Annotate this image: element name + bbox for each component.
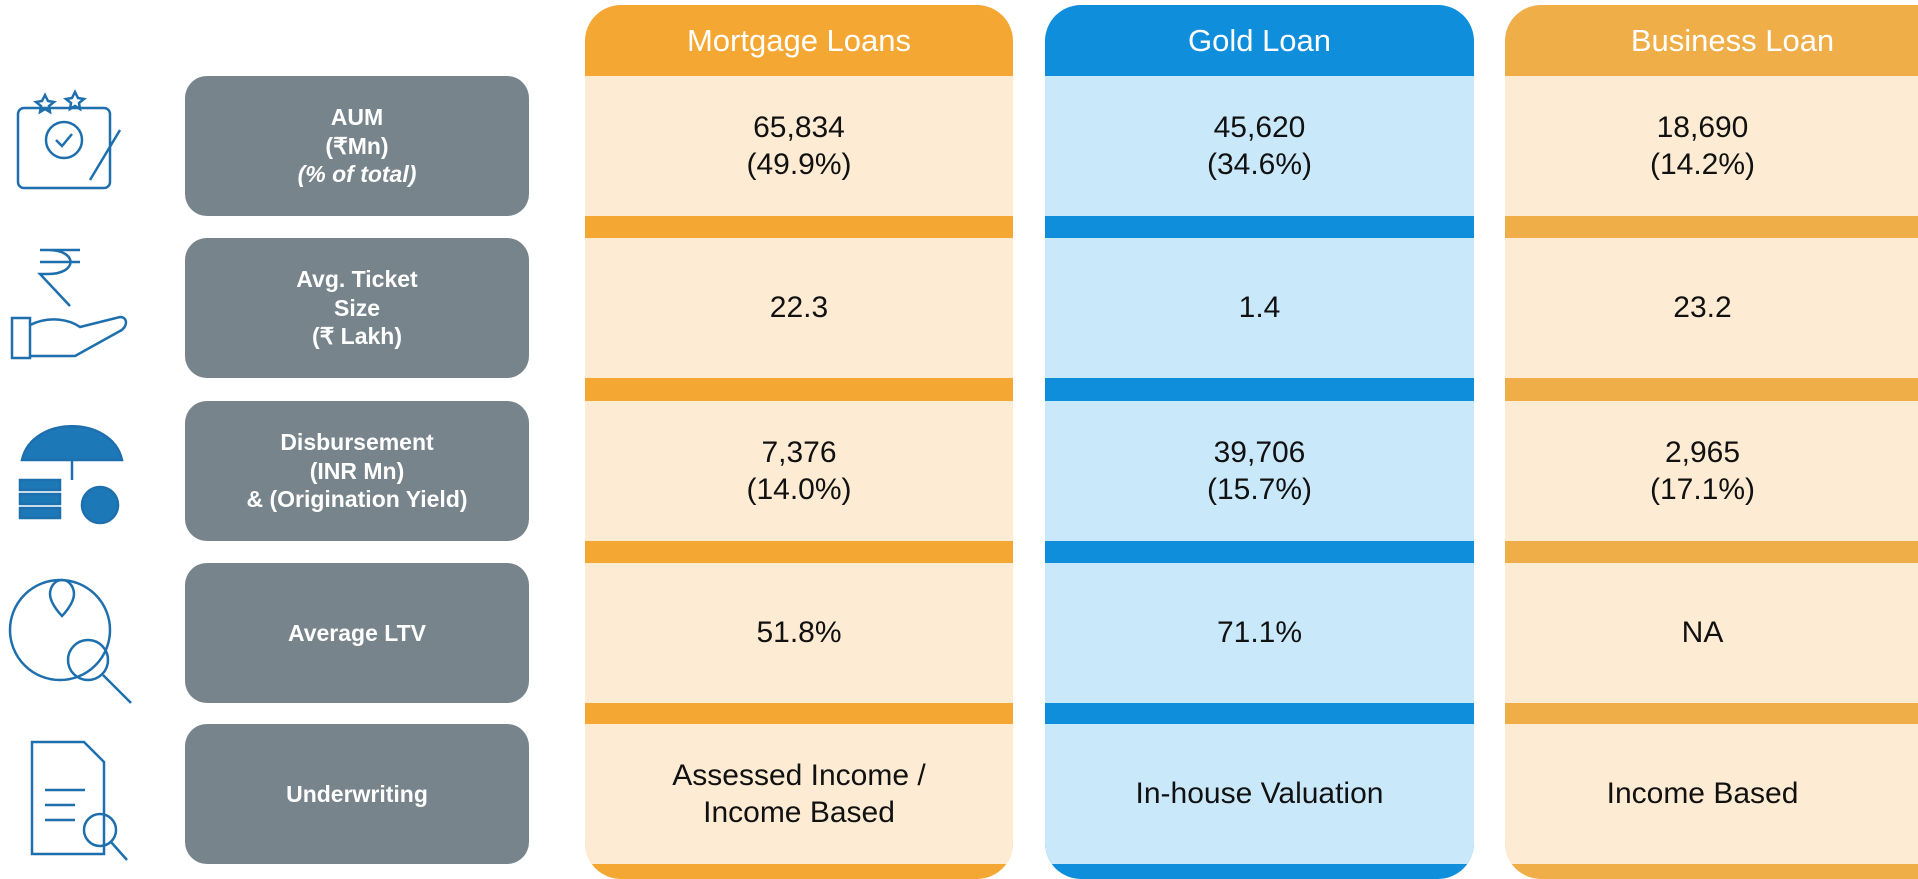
cell: 1.4 <box>1045 238 1474 378</box>
text-line: (17.1%) <box>1649 473 1756 506</box>
cell: 7,376 (14.0%) <box>585 401 1013 541</box>
column-header: Business Loan <box>1630 22 1835 58</box>
icon-rupee-hand <box>10 248 128 360</box>
icon-document-search <box>30 740 128 861</box>
cell: 2,965 (17.1%) <box>1505 401 1918 541</box>
text-line: 51.8% <box>756 616 842 650</box>
text-line: (49.9%) <box>746 148 852 181</box>
text-line: NA <box>1681 616 1724 650</box>
text-line: AUM <box>330 103 384 130</box>
text-line: 1.4 <box>1238 291 1281 325</box>
column: Business Loan 18,690 (14.2%) 23.2 2,965 (17.1… <box>1505 5 1918 879</box>
cell: NA <box>1505 563 1918 703</box>
text-line: (₹ Lakh) <box>311 323 403 350</box>
text-line: (15.7%) <box>1206 473 1313 506</box>
row-label: Avg. Ticket Size (₹ Lakh) <box>185 238 529 378</box>
text-line: Avg. Ticket <box>296 265 418 292</box>
cell: 39,706 (15.7%) <box>1045 401 1474 541</box>
cell: 18,690 (14.2%) <box>1505 76 1918 216</box>
text-line: 71.1% <box>1216 616 1303 650</box>
text-line: 45,620 <box>1213 110 1306 144</box>
cell: 51.8% <box>585 563 1013 703</box>
cell: Income Based <box>1505 724 1918 864</box>
cell: 45,620 (34.6%) <box>1045 76 1474 216</box>
text-line: (₹Mn) <box>325 132 389 159</box>
text-line: (34.6%) <box>1206 148 1313 181</box>
text-line: 39,706 <box>1213 435 1306 469</box>
text-line: 22.3 <box>769 291 829 325</box>
text-line: Disbursement <box>280 428 434 455</box>
column-header: Gold Loan <box>1187 22 1332 58</box>
text-line: Size <box>333 294 381 321</box>
column: Gold Loan 45,620 (34.6%) 1.4 39,706 (15.7%) 71… <box>1045 5 1474 879</box>
row-label: Average LTV <box>185 563 529 703</box>
text-line: Assessed Income / <box>672 758 926 792</box>
cell: In-house Valuation <box>1045 724 1474 864</box>
text-line: 65,834 <box>753 110 845 144</box>
text-line: 2,965 <box>1664 435 1741 469</box>
text-line: Average LTV <box>287 619 427 646</box>
cell: 22.3 <box>585 238 1013 378</box>
cell: 71.1% <box>1045 563 1474 703</box>
icon-globe <box>8 578 132 704</box>
text-line: & (Origination Yield) <box>246 486 468 513</box>
text-line: 18,690 <box>1656 110 1749 144</box>
text-line: (INR Mn) <box>309 457 405 484</box>
text-line: Underwriting <box>286 780 428 807</box>
icon-award <box>16 89 122 190</box>
cell: 23.2 <box>1505 238 1918 378</box>
text-line: (14.2%) <box>1649 148 1756 181</box>
row-label: Disbursement (INR Mn) & (Origination Yield… <box>185 401 529 541</box>
row-label: Underwriting <box>185 724 529 864</box>
row-label: AUM (₹Mn) (% of total) <box>185 76 529 216</box>
icon-umbrella-coins <box>18 425 124 525</box>
icons <box>8 89 132 861</box>
text-line: Income Based <box>703 796 895 829</box>
text-line: In-house Valuation <box>1135 777 1384 811</box>
text-line: (14.0%) <box>746 473 852 506</box>
column: Mortgage Loans 65,834 (49.9%) 22.3 7,376 (14.… <box>585 5 1013 879</box>
cell: Assessed Income / Income Based <box>585 724 1013 864</box>
text-line: 23.2 <box>1673 291 1732 325</box>
cell: 65,834 (49.9%) <box>585 76 1013 216</box>
text-line: Income Based <box>1606 777 1799 811</box>
text-line: 7,376 <box>761 435 837 469</box>
text-line: (% of total) <box>297 161 417 188</box>
column-header: Mortgage Loans <box>686 22 912 58</box>
